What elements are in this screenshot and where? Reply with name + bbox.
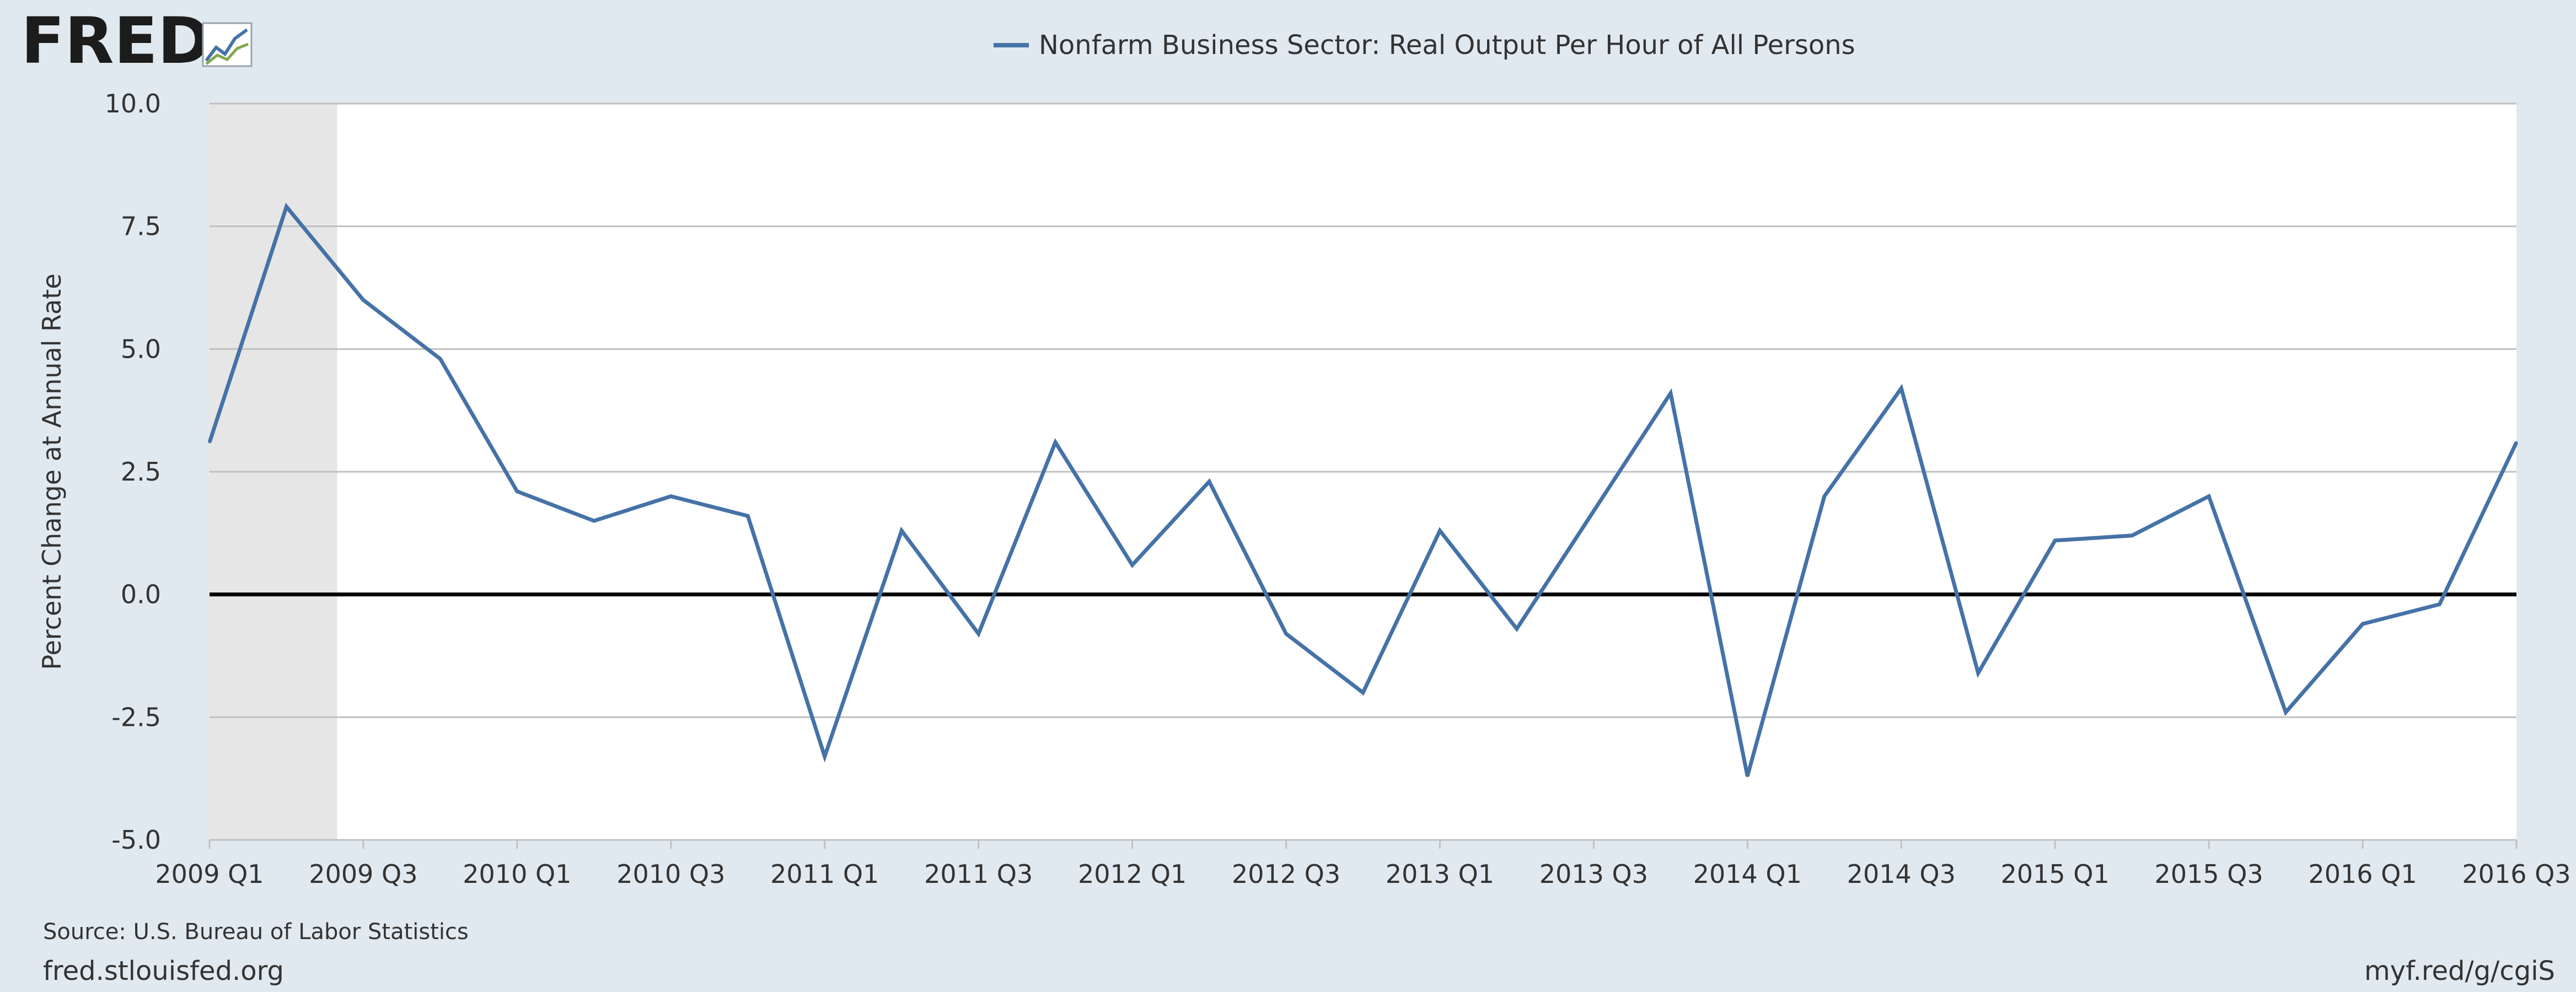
data-point[interactable] <box>2208 495 2210 498</box>
data-point[interactable] <box>439 358 442 360</box>
data-point[interactable] <box>1131 564 1134 567</box>
x-tick-label: 2013 Q3 <box>1539 859 1648 889</box>
x-tick-label: 2012 Q3 <box>1232 859 1340 889</box>
x-tick-label: 2013 Q1 <box>1386 859 1494 889</box>
x-axis-ticks: 2009 Q1 2009 Q3 2010 Q1 2010 Q3 2011 Q1 2011 … <box>155 840 2571 889</box>
data-point[interactable] <box>1746 775 1749 778</box>
data-point[interactable] <box>823 755 826 758</box>
y-tick-label: 7.5 <box>121 212 161 241</box>
legend-label: Nonfarm Business Sector: Real Output Per… <box>1039 30 1855 61</box>
data-point[interactable] <box>1592 510 1595 513</box>
data-point[interactable] <box>1900 387 1903 390</box>
data-point[interactable] <box>1669 392 1672 395</box>
data-point[interactable] <box>516 490 518 493</box>
x-tick-label: 2009 Q1 <box>155 859 264 889</box>
fred-logo[interactable]: FRED <box>21 4 253 78</box>
data-point[interactable] <box>1823 495 1826 498</box>
data-point[interactable] <box>2284 711 2287 714</box>
x-tick-label: 2015 Q1 <box>2001 859 2110 889</box>
data-point[interactable] <box>1439 529 1441 532</box>
x-tick-label: 2011 Q1 <box>770 859 879 889</box>
site-link[interactable]: fred.stlouisfed.org <box>43 956 284 986</box>
x-tick-label: 2009 Q3 <box>309 859 417 889</box>
data-point[interactable] <box>1515 628 1518 630</box>
x-tick-label: 2016 Q3 <box>2462 859 2570 889</box>
fred-logo-text: FRED <box>21 4 211 78</box>
data-point[interactable] <box>362 299 364 301</box>
y-axis-ticks: 10.0 7.5 5.0 2.5 0.0 -2.5 -5.0 <box>105 89 161 855</box>
data-point[interactable] <box>593 520 595 522</box>
x-tick-label: 2016 Q1 <box>2308 859 2417 889</box>
y-tick-label: 0.0 <box>121 580 161 610</box>
data-point[interactable] <box>2054 539 2057 542</box>
y-tick-label: 2.5 <box>121 457 161 487</box>
data-point[interactable] <box>1208 480 1211 483</box>
fred-chart-logo-icon <box>202 22 253 67</box>
x-tick-label: 2014 Q3 <box>1847 859 1956 889</box>
short-url-link[interactable]: myf.red/g/cgiS <box>2364 956 2555 986</box>
data-point[interactable] <box>900 529 903 532</box>
data-point[interactable] <box>669 495 672 498</box>
data-point[interactable] <box>1285 632 1287 635</box>
data-point[interactable] <box>977 632 980 635</box>
source-note: Source: U.S. Bureau of Labor Statistics <box>43 919 469 945</box>
data-point[interactable] <box>2130 534 2133 537</box>
data-point[interactable] <box>2438 603 2441 606</box>
y-tick-label: -5.0 <box>111 825 161 855</box>
data-point[interactable] <box>1054 441 1057 444</box>
x-tick-label: 2012 Q1 <box>1078 859 1187 889</box>
data-point[interactable] <box>1977 672 1979 675</box>
grid-lines <box>210 103 2516 841</box>
data-point[interactable] <box>2515 441 2518 444</box>
y-tick-label: 10.0 <box>105 89 161 118</box>
x-tick-label: 2010 Q1 <box>463 859 571 889</box>
data-point[interactable] <box>208 441 211 444</box>
y-axis-title: Percent Change at Annual Rate <box>37 273 67 670</box>
data-point[interactable] <box>1362 691 1364 694</box>
data-point[interactable] <box>285 206 288 208</box>
x-tick-label: 2015 Q3 <box>2155 859 2263 889</box>
y-tick-label: -2.5 <box>111 702 161 732</box>
x-tick-label: 2011 Q3 <box>924 859 1033 889</box>
data-point[interactable] <box>747 515 749 517</box>
y-tick-label: 5.0 <box>121 334 161 364</box>
x-tick-label: 2010 Q3 <box>616 859 725 889</box>
series-layer <box>207 202 2519 778</box>
data-point[interactable] <box>2362 623 2364 626</box>
x-tick-label: 2014 Q1 <box>1693 859 1802 889</box>
legend: Nonfarm Business Sector: Real Output Per… <box>994 30 1855 61</box>
